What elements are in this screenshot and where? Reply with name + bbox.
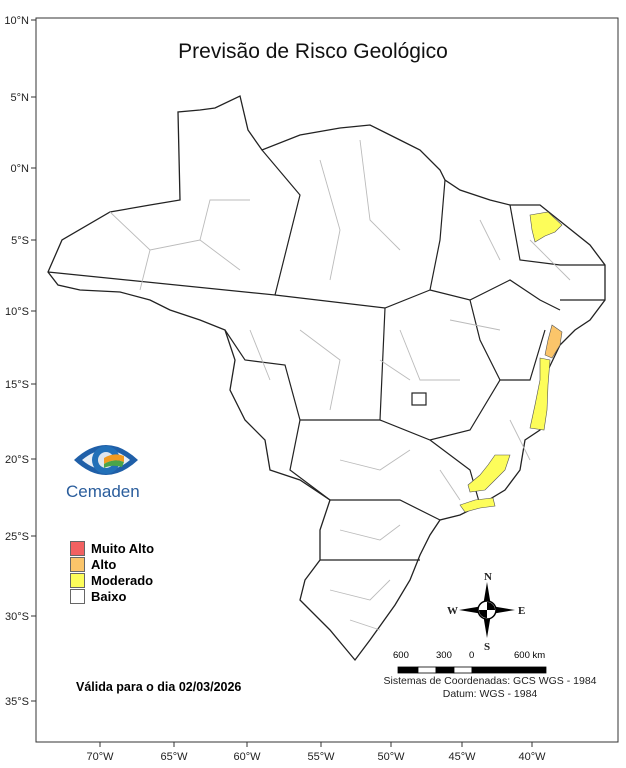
legend-item-alto: Alto	[70, 556, 154, 572]
scale-label: 600 km	[514, 650, 546, 661]
zone-moderado-ce	[529, 211, 563, 243]
zone-alto-ba	[544, 324, 563, 359]
legend-swatch	[70, 588, 85, 604]
legend: Muito Alto Alto Moderado Baixo	[70, 540, 154, 604]
compass-n: N	[484, 571, 492, 583]
brazil-outline	[47, 95, 606, 662]
lon-tick-label: 50°W	[377, 751, 405, 763]
lon-tick-label: 55°W	[307, 751, 335, 763]
compass-rose-icon: N S W E	[447, 571, 525, 653]
legend-item-baixo: Baixo	[70, 588, 154, 604]
state-boundaries	[47, 149, 605, 561]
lon-tick-label: 65°W	[160, 751, 188, 763]
lat-tick-label: 5°N	[11, 92, 30, 104]
lat-tick-label: 0°N	[11, 163, 30, 175]
legend-label: Baixo	[91, 588, 127, 604]
scale-bar	[397, 666, 547, 674]
lon-tick-label: 60°W	[233, 751, 261, 763]
lat-tick-label: 25°S	[5, 531, 29, 543]
logo-text: Cemaden	[66, 482, 140, 501]
validity-date: Válida para o dia 02/03/2026	[76, 680, 242, 694]
crs-datum: Datum: WGS - 1984	[442, 688, 538, 700]
map-title: Previsão de Risco Geológico	[178, 40, 448, 63]
lon-tick-label: 70°W	[86, 751, 114, 763]
scale-label: 300	[436, 650, 452, 661]
legend-label: Alto	[91, 556, 117, 572]
legend-item-muito-alto: Muito Alto	[70, 540, 154, 556]
zone-moderado-sp-coast	[459, 497, 496, 513]
lat-tick-label: 20°S	[5, 454, 29, 466]
legend-label: Moderado	[91, 572, 154, 588]
lat-tick-label: 10°N	[4, 15, 29, 27]
lat-tick-label: 10°S	[5, 306, 29, 318]
crs-system: Sistemas de Coordenadas: GCS WGS - 1984	[383, 675, 597, 687]
lat-tick-label: 35°S	[5, 696, 29, 708]
map-frame	[35, 17, 619, 743]
lon-tick-label: 40°W	[518, 751, 546, 763]
zone-moderado-ba-coast	[529, 357, 551, 431]
zone-moderado-mg-rj	[467, 454, 511, 493]
legend-label: Muito Alto	[91, 540, 155, 556]
lat-tick-label: 5°S	[11, 235, 29, 247]
lon-tick-label: 45°W	[448, 751, 476, 763]
legend-swatch	[70, 556, 85, 572]
legend-item-moderado: Moderado	[70, 572, 154, 588]
lat-tick-label: 30°S	[5, 611, 29, 623]
legend-swatch	[70, 572, 85, 588]
compass-w: W	[447, 605, 458, 617]
region-boundaries	[109, 139, 571, 631]
legend-swatch	[70, 540, 85, 556]
cemaden-logo	[74, 445, 138, 475]
lat-tick-label: 15°S	[5, 379, 29, 391]
risk-zones	[459, 211, 563, 513]
compass-s: S	[484, 641, 490, 653]
compass-e: E	[518, 605, 525, 617]
scale-label: 0	[469, 650, 475, 661]
scale-label: 600	[393, 650, 409, 661]
